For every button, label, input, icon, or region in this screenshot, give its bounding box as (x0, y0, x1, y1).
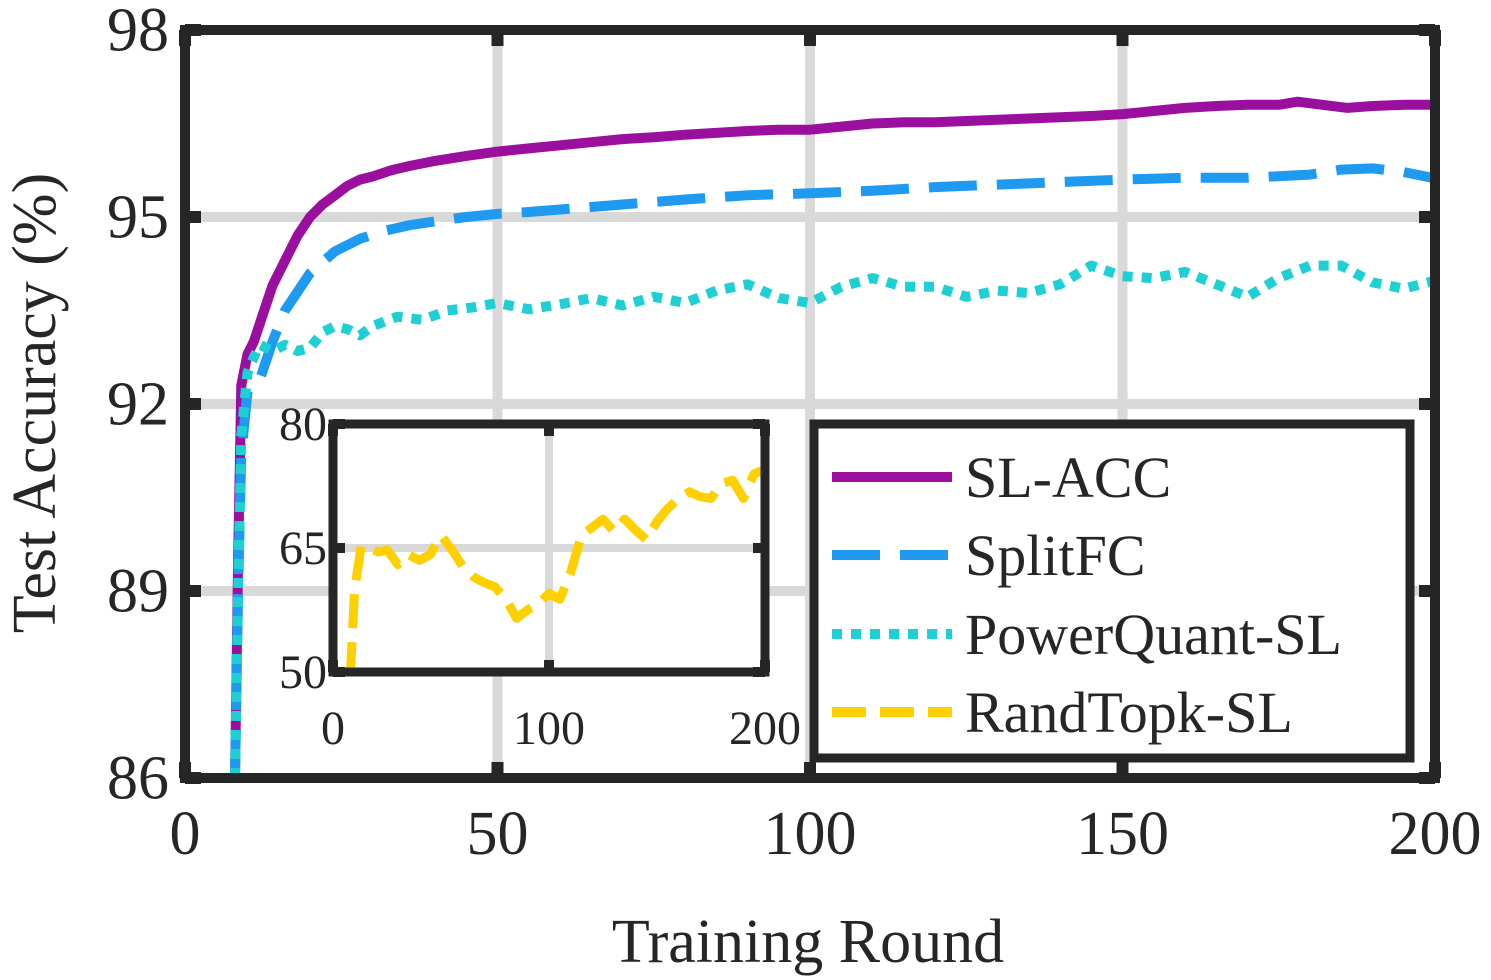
x-tick-label: 0 (170, 800, 201, 868)
legend-label: PowerQuant-SL (965, 602, 1342, 667)
x-tick-label: 100 (764, 800, 857, 868)
y-tick-label: 80 (279, 398, 327, 451)
inset-x-tick-labels: 0 100 200 (321, 702, 801, 755)
x-tick-labels: 0 50 100 150 200 (170, 800, 1482, 868)
series-line-powerquant-sl (230, 260, 1435, 778)
x-axis-label: Training Round (612, 908, 1004, 976)
inset-series (345, 465, 765, 672)
y-tick-label: 50 (279, 646, 327, 699)
legend-entries: SL-ACC SplitFC PowerQuant-SL RandTopk-SL (832, 445, 1342, 745)
x-tick-label: 0 (321, 702, 345, 755)
y-tick-label: 92 (107, 370, 169, 438)
y-axis-label: Test Accuracy (%) (1, 173, 69, 633)
inset-chart: 0 100 200 50 65 80 (279, 398, 801, 755)
y-tick-label: 86 (107, 744, 169, 812)
inset-frame (328, 419, 770, 677)
legend: SL-ACC SplitFC PowerQuant-SL RandTopk-SL (809, 419, 1415, 763)
y-tick-label: 95 (107, 183, 169, 251)
main-frame (179, 24, 1441, 784)
x-tick-label: 50 (467, 800, 529, 868)
y-tick-label: 98 (107, 0, 169, 64)
x-tick-label: 200 (1389, 800, 1482, 868)
series-line-randtopk-sl (345, 465, 765, 672)
y-tick-label: 89 (107, 557, 169, 625)
y-tick-label: 65 (279, 522, 327, 575)
legend-label: SplitFC (965, 523, 1146, 588)
legend-label: RandTopk-SL (965, 680, 1293, 745)
inset-y-tick-labels: 50 65 80 (279, 398, 327, 699)
x-tick-label: 100 (513, 702, 585, 755)
series-line-sl-acc (230, 96, 1435, 778)
legend-label: SL-ACC (965, 445, 1171, 510)
series-line-splitfc (230, 163, 1435, 778)
main-series (230, 96, 1435, 778)
x-tick-label: 200 (729, 702, 801, 755)
y-tick-labels: 86 89 92 95 98 (107, 0, 169, 812)
x-tick-label: 150 (1076, 800, 1169, 868)
